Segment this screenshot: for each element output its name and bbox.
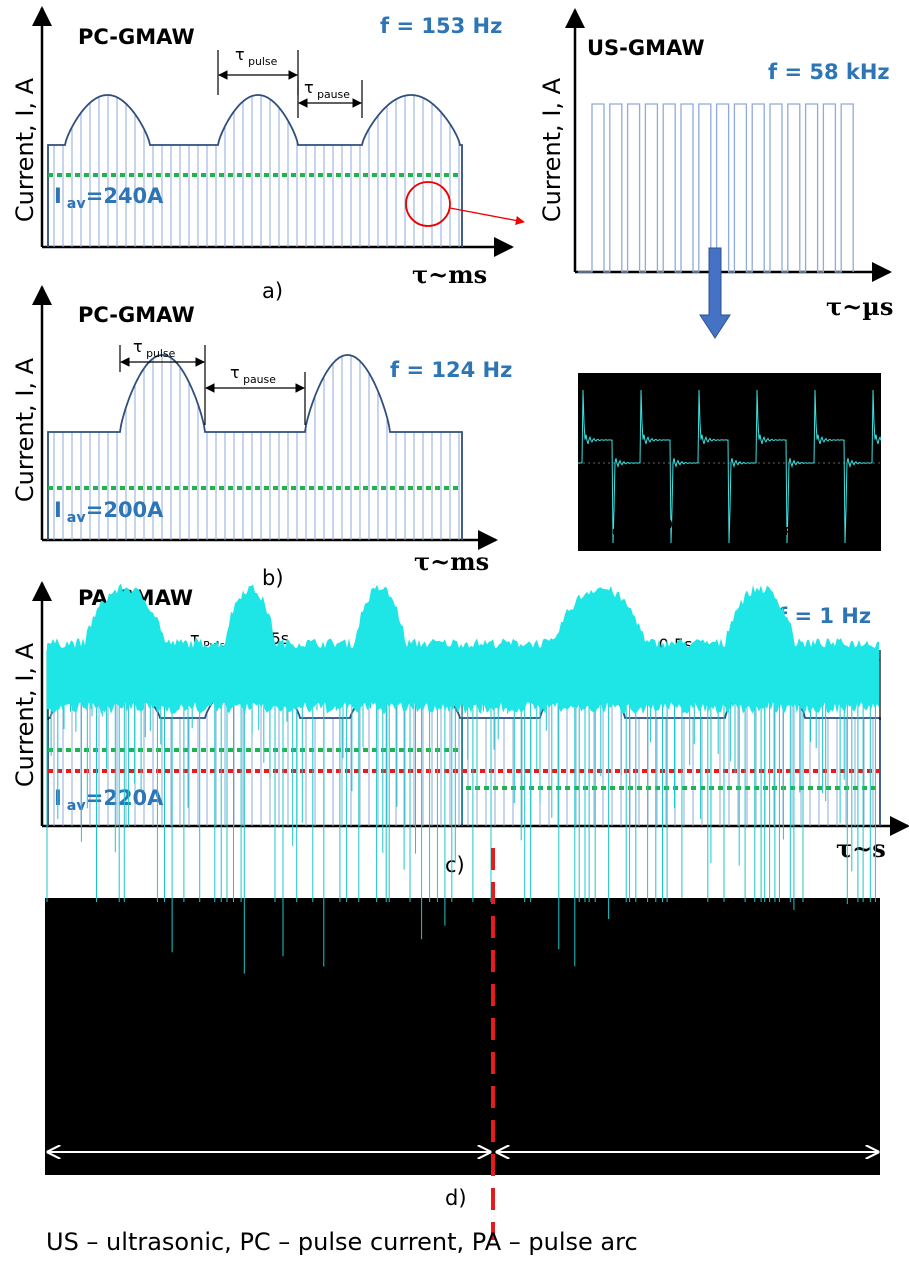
tau-label-sub: pulse xyxy=(143,347,176,360)
tau-label: τ pause xyxy=(304,78,350,101)
oscilloscope-screen xyxy=(45,898,880,1175)
tau-label-sub: pulse xyxy=(245,55,278,68)
waveform-outline xyxy=(48,95,462,247)
panel-title: US-GMAW xyxy=(587,36,705,60)
frequency: f = 153 Hz xyxy=(380,14,502,38)
scope-label-symbol: τ xyxy=(770,515,780,534)
caption: d) xyxy=(445,1186,467,1210)
x-axis-label: τ~s xyxy=(836,834,886,863)
tau-label-symbol: τ xyxy=(304,78,314,97)
scope-label-rest: = 9µs xyxy=(637,515,694,534)
average-label-sub: av xyxy=(62,196,87,212)
tau-label-symbol: τ xyxy=(133,337,143,356)
panel-title: PC-GMAW xyxy=(78,25,195,49)
average-label-symbol: I xyxy=(54,184,62,208)
pulse-label: pulse xyxy=(70,1102,134,1130)
y-axis-label: Current, I, A xyxy=(11,357,39,502)
average-label-sub: av xyxy=(62,798,87,814)
panel-title: PC-GMAW xyxy=(78,303,195,327)
x-axis-label: τ~ms xyxy=(412,260,487,289)
average-label: I av=240A xyxy=(54,184,164,212)
scope-label-rest: = 8µs xyxy=(821,515,878,534)
y-axis-label: Current, I, A xyxy=(11,77,39,222)
figure: PC-GMAWf = 153 Hzτ pulseτ pauseI av=240A… xyxy=(0,0,909,1261)
scope-label-symbol: τ xyxy=(590,515,600,534)
scope-label-sub: Pulse xyxy=(600,525,637,538)
average-label: I av=220A xyxy=(54,786,164,814)
zoom-circle xyxy=(406,182,450,226)
frequency: f = 1 Hz xyxy=(778,604,871,628)
tau-label-symbol: τ xyxy=(235,45,245,64)
tau-label-symbol: τ xyxy=(230,363,240,382)
frequency: f = 58 kHz xyxy=(768,60,890,84)
y-axis-label: Current, I, A xyxy=(538,77,566,222)
average-label-symbol: I xyxy=(54,498,62,522)
down-arrow xyxy=(700,248,730,338)
average-label-rest: =200A xyxy=(86,498,164,522)
tau-label-sub: pause xyxy=(314,88,351,101)
caption: b) xyxy=(262,566,284,590)
caption: a) xyxy=(262,279,283,303)
y-axis-label: Current, I, A xyxy=(11,642,39,787)
average-label-sub: av xyxy=(62,510,87,526)
tau-label-sub: pause xyxy=(240,373,277,386)
average-label-rest: =240A xyxy=(86,184,164,208)
average-label-rest: =220A xyxy=(86,786,164,810)
footer: US – ultrasonic, PC – pulse current, PA … xyxy=(46,1228,638,1256)
average-label: I av=200A xyxy=(54,498,164,526)
x-axis-label: τ~µs xyxy=(826,292,893,321)
waveform xyxy=(48,95,462,247)
us-pulses xyxy=(578,104,853,272)
frequency: f = 124 Hz xyxy=(390,358,512,382)
tau-label: τ pulse xyxy=(235,45,278,68)
tau-label: τ pulse xyxy=(133,337,176,360)
tau-label: τ pause xyxy=(230,363,276,386)
x-axis-label: τ~ms xyxy=(414,547,489,576)
pause-label: pause xyxy=(520,1108,592,1136)
scope-label-sub: Pause xyxy=(780,525,820,538)
